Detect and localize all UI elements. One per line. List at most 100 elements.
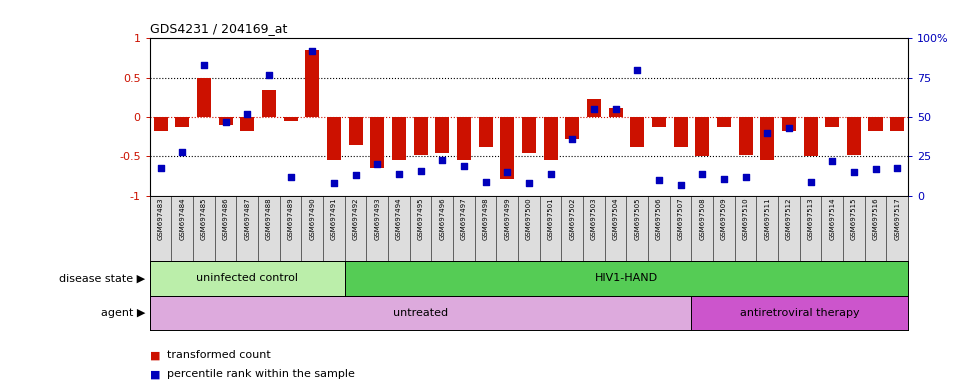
Bar [804, 117, 817, 157]
Text: GDS4231 / 204169_at: GDS4231 / 204169_at [150, 22, 287, 35]
Bar [717, 117, 731, 127]
Bar [500, 117, 514, 179]
Point [803, 179, 818, 185]
Text: GSM697514: GSM697514 [829, 198, 836, 240]
Text: GSM697495: GSM697495 [417, 198, 423, 240]
Bar [283, 117, 298, 121]
Bar [478, 117, 493, 147]
Bar [781, 117, 796, 131]
Bar [154, 117, 168, 131]
Bar [760, 117, 775, 161]
Text: disease state ▶: disease state ▶ [59, 273, 145, 283]
Text: GSM697504: GSM697504 [612, 198, 618, 240]
Bar [522, 117, 536, 152]
Text: GSM697488: GSM697488 [266, 198, 271, 240]
Bar [457, 117, 471, 161]
Bar [609, 108, 623, 117]
Text: GSM697506: GSM697506 [656, 198, 662, 240]
Point [522, 180, 537, 186]
Text: GSM697484: GSM697484 [180, 198, 185, 240]
Bar [435, 117, 449, 152]
Point [651, 177, 667, 183]
Bar [847, 117, 861, 155]
Point [846, 169, 862, 175]
Text: GSM697494: GSM697494 [396, 198, 402, 240]
Point [412, 167, 428, 174]
Bar [349, 117, 362, 145]
Point [283, 174, 298, 180]
Text: GSM697498: GSM697498 [483, 198, 489, 240]
Point [196, 62, 212, 68]
Text: uninfected control: uninfected control [196, 273, 298, 283]
Point [456, 163, 471, 169]
Text: percentile rank within the sample: percentile rank within the sample [167, 369, 355, 379]
Text: transformed count: transformed count [167, 350, 270, 360]
Point [370, 161, 385, 167]
Text: GSM697508: GSM697508 [699, 198, 705, 240]
Point [391, 171, 407, 177]
Point [478, 179, 494, 185]
Bar [673, 117, 688, 147]
Point [564, 136, 580, 142]
Bar [825, 117, 839, 127]
Point [435, 157, 450, 163]
Point [218, 119, 234, 125]
Bar [370, 117, 384, 168]
Text: GSM697512: GSM697512 [786, 198, 792, 240]
Text: GSM697502: GSM697502 [569, 198, 575, 240]
Bar [692, 296, 908, 330]
Text: GSM697515: GSM697515 [851, 198, 857, 240]
Text: GSM697510: GSM697510 [743, 198, 749, 240]
Point [781, 125, 797, 131]
Text: GSM697486: GSM697486 [222, 198, 229, 240]
Text: GSM697497: GSM697497 [461, 198, 467, 240]
Text: GSM697487: GSM697487 [244, 198, 250, 240]
Text: GSM697492: GSM697492 [353, 198, 358, 240]
Text: antiretroviral therapy: antiretroviral therapy [740, 308, 860, 318]
Text: GSM697491: GSM697491 [331, 198, 337, 240]
Point [327, 180, 342, 186]
Text: GSM697501: GSM697501 [548, 198, 554, 240]
Point [261, 71, 276, 78]
Point [240, 111, 255, 117]
Text: GSM697503: GSM697503 [591, 198, 597, 240]
Text: GSM697493: GSM697493 [374, 198, 381, 240]
Text: GSM697500: GSM697500 [526, 198, 532, 240]
Point [673, 182, 689, 188]
Text: GSM697499: GSM697499 [504, 198, 510, 240]
Text: ■: ■ [150, 350, 160, 360]
Text: HIV1-HAND: HIV1-HAND [595, 273, 658, 283]
Bar [150, 261, 345, 296]
Bar [630, 117, 644, 147]
Bar [392, 117, 406, 161]
Text: GSM697496: GSM697496 [440, 198, 445, 240]
Point [304, 48, 320, 54]
Point [543, 171, 558, 177]
Text: GSM697489: GSM697489 [288, 198, 294, 240]
Point [608, 106, 623, 112]
Text: GSM697511: GSM697511 [764, 198, 770, 240]
Point [586, 106, 602, 112]
Point [153, 164, 168, 170]
Bar [327, 117, 341, 161]
Text: ■: ■ [150, 369, 160, 379]
Bar [241, 117, 254, 131]
Bar [218, 117, 233, 125]
Bar [586, 99, 601, 117]
Bar [738, 117, 753, 155]
Text: agent ▶: agent ▶ [100, 308, 145, 318]
Point [499, 169, 515, 175]
Bar [305, 50, 320, 117]
Text: GSM697509: GSM697509 [721, 198, 726, 240]
Point [738, 174, 753, 180]
Point [716, 175, 731, 182]
Text: GSM697490: GSM697490 [309, 198, 315, 240]
Text: GSM697516: GSM697516 [872, 198, 878, 240]
Bar [890, 117, 904, 131]
Text: GSM697507: GSM697507 [677, 198, 684, 240]
Bar [175, 117, 189, 127]
Text: GSM697517: GSM697517 [895, 198, 900, 240]
Point [348, 172, 363, 179]
Bar [413, 117, 428, 155]
Text: GSM697505: GSM697505 [635, 198, 640, 240]
